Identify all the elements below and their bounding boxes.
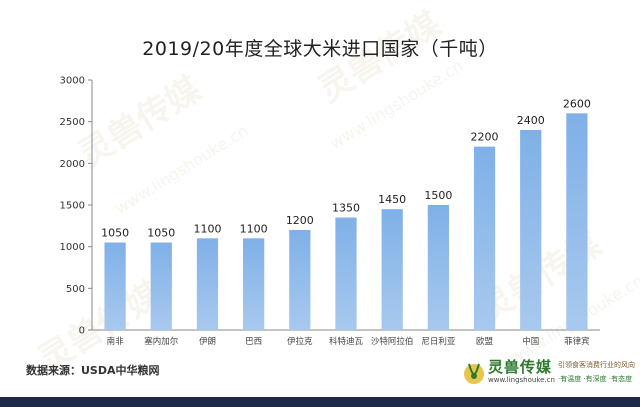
- x-tick-label: 菲律宾: [564, 336, 590, 347]
- bar-value-label: 1200: [286, 214, 314, 227]
- y-tick-label: 1500: [60, 201, 85, 212]
- x-tick-label: 巴西: [245, 337, 262, 347]
- x-tick-label: 伊拉克: [287, 336, 313, 347]
- bar: [150, 242, 172, 330]
- bar: [566, 113, 588, 330]
- brand-block: 灵兽传媒 www.lingshouke.cn 引领食客消费行业的风向 ·有温度 …: [462, 356, 635, 390]
- brand-name: 灵兽传媒: [488, 358, 553, 376]
- bar-value-label: 1350: [332, 202, 360, 215]
- x-tick-label: 欧盟: [476, 336, 494, 347]
- source-note: 数据来源：USDA中华粮网: [26, 364, 160, 377]
- bar-value-label: 1450: [378, 193, 406, 206]
- bar-value-label: 1050: [147, 227, 175, 240]
- y-tick-label: 2500: [60, 117, 85, 128]
- x-tick-label: 沙特阿拉伯: [371, 336, 414, 347]
- bar: [196, 238, 219, 330]
- bar: [335, 217, 357, 330]
- deer-logo-icon: [464, 363, 484, 384]
- brand-slogan: 引领食客消费行业的风向: [558, 361, 635, 369]
- bar-value-label: 2600: [563, 97, 591, 110]
- y-tick-label: 1000: [60, 242, 85, 253]
- bar: [473, 146, 496, 330]
- bar: [520, 130, 542, 330]
- bar: [427, 205, 449, 330]
- bar: [381, 209, 403, 330]
- bar-value-label: 1100: [193, 222, 221, 235]
- bar: [104, 242, 126, 330]
- bar-value-label: 1050: [101, 227, 129, 240]
- bar: [243, 238, 265, 330]
- y-tick-label: 3000: [60, 76, 85, 87]
- x-tick-label: 中国: [522, 336, 539, 347]
- bar-value-label: 1500: [424, 189, 452, 202]
- x-tick-label: 南非: [107, 336, 125, 347]
- bottom-bar: [0, 397, 640, 407]
- x-tick-label: 科特迪瓦: [329, 336, 364, 347]
- bar-value-label: 2200: [471, 131, 499, 144]
- x-tick-label: 塞内加尔: [144, 336, 179, 347]
- brand-tags: ·有温度 ·有深度 ·有态度: [558, 375, 633, 383]
- x-tick-label: 尼日利亚: [421, 336, 456, 347]
- brand-url: www.lingshouke.cn: [488, 376, 555, 384]
- bar-value-label: 2400: [517, 114, 545, 127]
- bar: [289, 230, 311, 330]
- chart-title: 2019/20年度全球大米进口国家（千吨）: [142, 38, 498, 60]
- y-tick-label: 2000: [60, 159, 85, 170]
- y-tick-label: 0: [79, 326, 85, 337]
- bar-value-label: 1100: [240, 222, 268, 235]
- x-tick-label: 伊朗: [199, 336, 216, 347]
- y-tick-label: 500: [66, 284, 85, 295]
